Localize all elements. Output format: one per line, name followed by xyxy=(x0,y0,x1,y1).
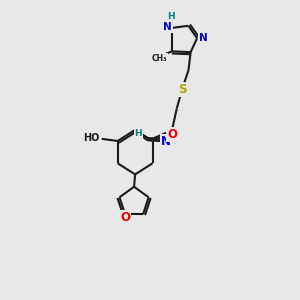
Text: CH₃: CH₃ xyxy=(152,54,167,63)
Text: H: H xyxy=(167,12,175,21)
Text: O: O xyxy=(120,211,130,224)
Text: O: O xyxy=(167,128,177,141)
Text: S: S xyxy=(178,83,186,96)
Text: N: N xyxy=(160,135,171,148)
Text: HO: HO xyxy=(83,133,99,143)
Text: H: H xyxy=(134,129,142,138)
Text: N: N xyxy=(199,33,207,43)
Text: N: N xyxy=(164,22,172,32)
